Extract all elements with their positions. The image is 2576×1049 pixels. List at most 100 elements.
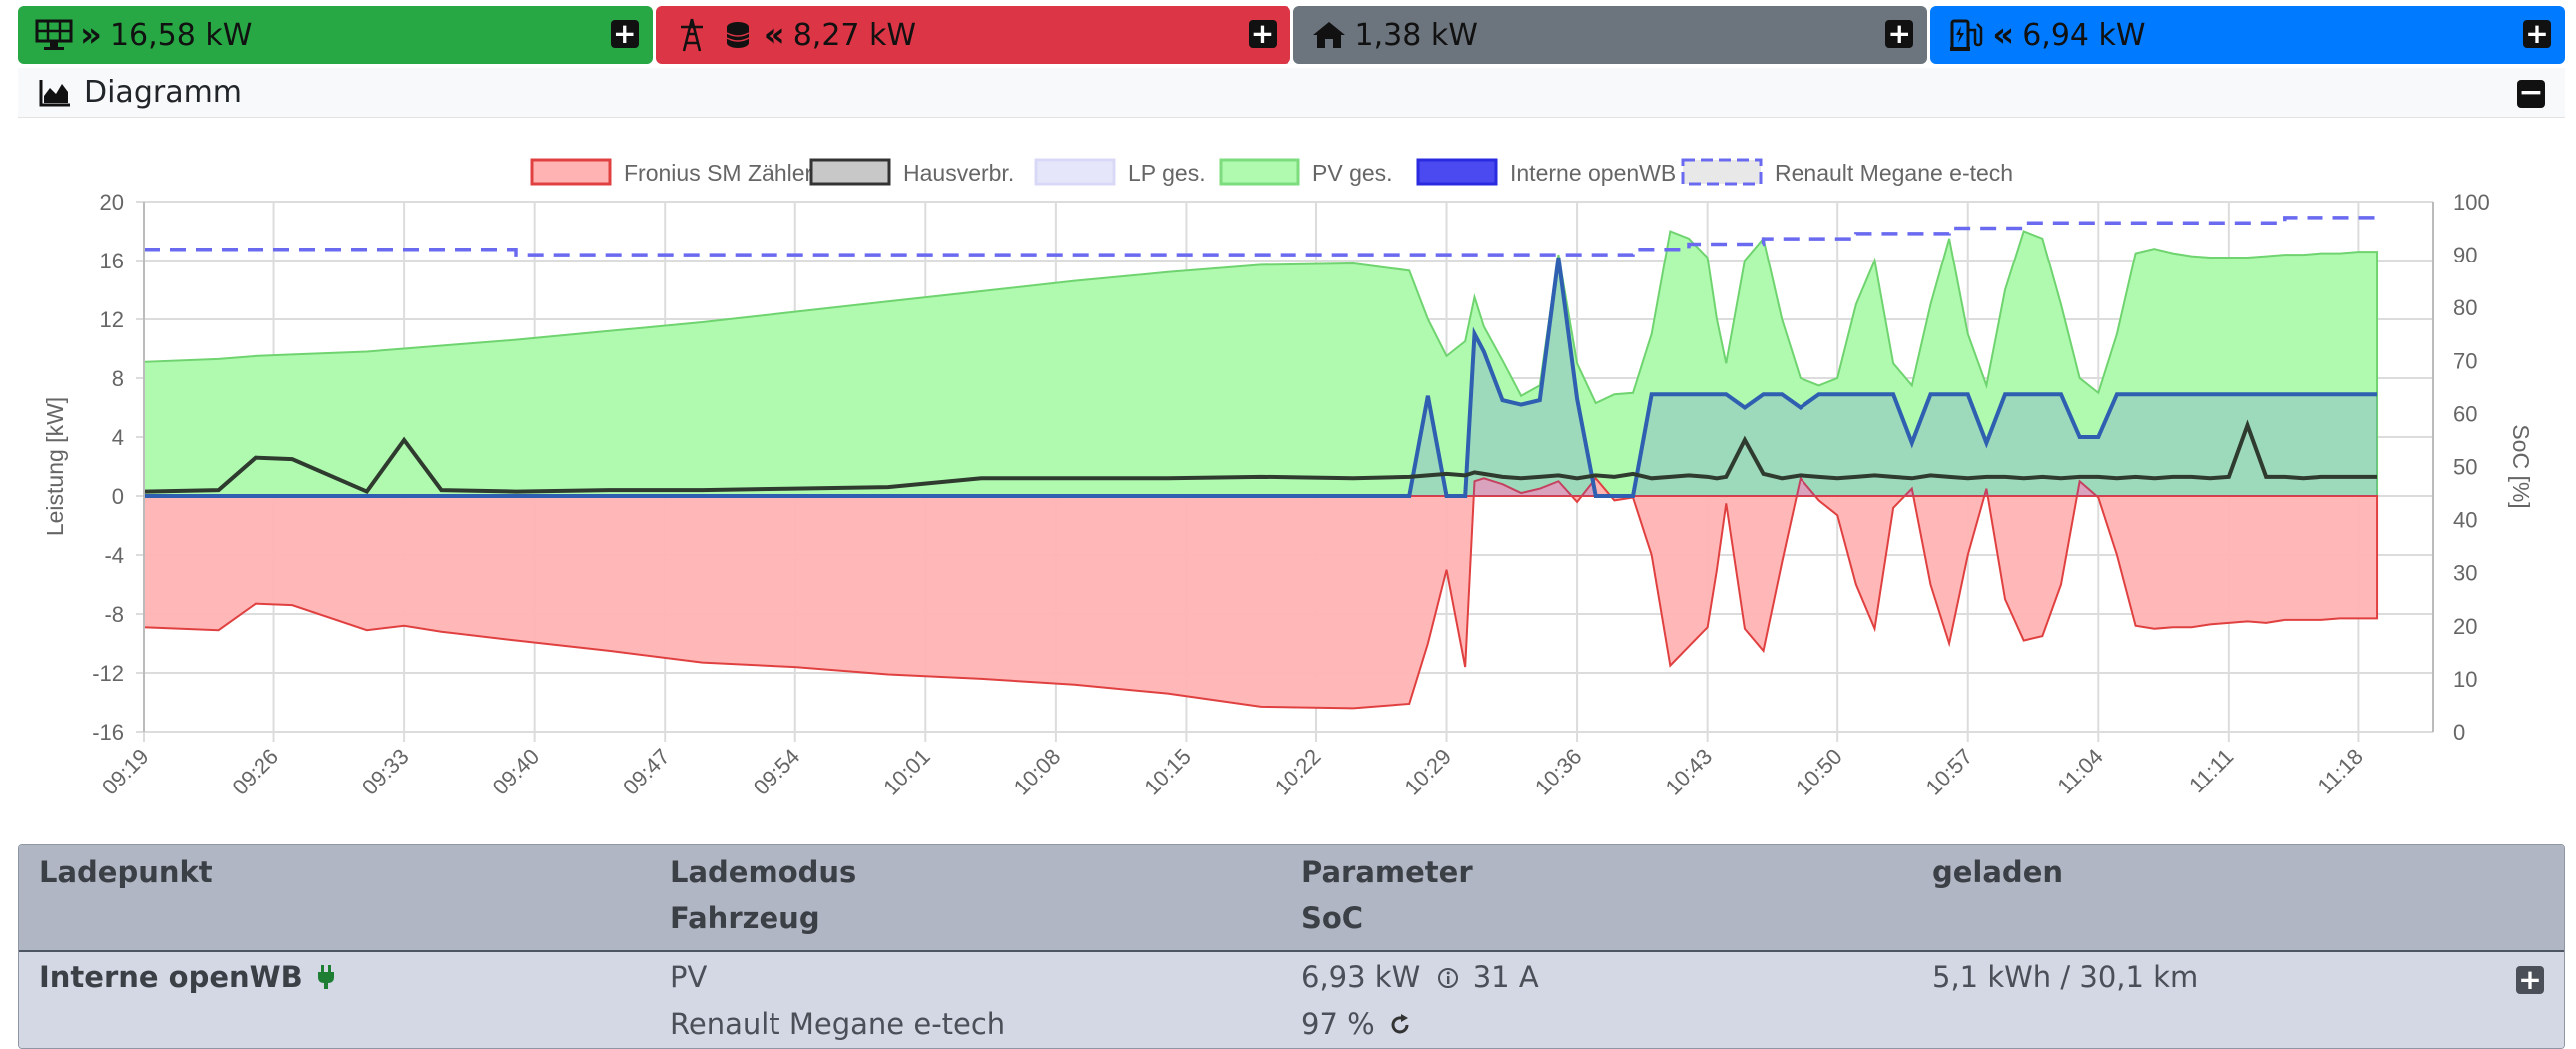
x-tick-label: 11:04 — [2052, 744, 2107, 798]
y2-tick-label: 0 — [2453, 720, 2465, 745]
y-tick-label: -4 — [104, 543, 124, 568]
direction-arrow-icon: « — [1992, 15, 2015, 55]
y-tick-label: 4 — [112, 425, 124, 450]
y2-axis-title: SoC [%] — [2508, 424, 2534, 508]
x-tick-label: 09:19 — [97, 744, 154, 800]
table-header: Ladepunkt Lademodus Fahrzeug Parameter S… — [19, 845, 2564, 952]
expand-grid-button[interactable]: + — [1248, 20, 1277, 48]
x-tick-label: 09:40 — [488, 744, 545, 800]
y-axis-title: Leistung [kW] — [42, 397, 68, 536]
y2-tick-label: 90 — [2453, 243, 2477, 267]
x-tick-label: 10:43 — [1661, 744, 1718, 800]
header-parameter: Parameter — [1301, 855, 1473, 889]
y2-tick-label: 10 — [2453, 667, 2477, 692]
charge-point-name[interactable]: Interne openWB — [39, 960, 335, 994]
house-power-value: 1,38 kW — [1354, 17, 1478, 53]
charging-station-icon — [1946, 15, 1986, 55]
charge-mode-value[interactable]: PV — [670, 960, 708, 994]
solar-panel-icon — [34, 15, 74, 55]
expand-row-button[interactable]: + — [2516, 966, 2544, 994]
charge-parameter: 6,93 kW 31 A — [1301, 960, 1539, 994]
expand-house-button[interactable]: + — [1885, 20, 1914, 48]
charge-point-table: Ladepunkt Lademodus Fahrzeug Parameter S… — [18, 844, 2565, 1049]
y-tick-label: 16 — [100, 249, 124, 273]
y-tick-label: 12 — [100, 307, 124, 332]
legend-item: LP ges. — [1034, 158, 1206, 186]
charge-power-value: 6,93 kW — [1301, 960, 1421, 994]
legend-swatch — [1416, 158, 1498, 186]
charging-power-value: 6,94 kW — [2022, 17, 2146, 53]
header-ladepunkt: Ladepunkt — [39, 855, 213, 889]
soc-value: 97 % — [1301, 1007, 1375, 1041]
coins-icon — [718, 15, 758, 55]
x-tick-label: 10:15 — [1139, 744, 1196, 800]
legend-item: Interne openWB — [1416, 158, 1676, 186]
collapse-diagram-button[interactable]: − — [2517, 75, 2545, 110]
legend-item: Renault Megane e-tech — [1681, 158, 2013, 186]
refresh-icon[interactable] — [1388, 1013, 1412, 1037]
legend-item: PV ges. — [1219, 158, 1393, 186]
legend-swatch — [1034, 158, 1116, 186]
legend-label: LP ges. — [1128, 160, 1206, 186]
direction-arrow-icon: « — [763, 15, 785, 55]
legend-swatch — [530, 158, 612, 186]
series-pv-area — [143, 230, 2379, 497]
grid-power-tile: « 8,27 kW + — [655, 6, 1290, 64]
header-lademodus: Lademodus — [670, 855, 857, 889]
y-tick-label: -8 — [104, 602, 124, 627]
diagram-title: Diagramm — [84, 75, 243, 110]
x-tick-label: 10:57 — [1921, 744, 1978, 800]
y-tick-label: -12 — [92, 661, 124, 686]
pv-power-value: 16,58 kW — [109, 17, 253, 53]
legend-swatch — [1219, 158, 1300, 186]
table-row[interactable]: Interne openWB PV Renault Megane e-tech … — [19, 952, 2564, 1048]
legend-label: PV ges. — [1312, 160, 1393, 186]
y2-tick-label: 80 — [2453, 295, 2477, 320]
y2-tick-label: 30 — [2453, 561, 2477, 586]
y-tick-label: 20 — [100, 190, 124, 215]
x-tick-label: 10:08 — [1009, 744, 1066, 800]
area-chart-icon — [38, 78, 74, 108]
grid-tower-icon — [672, 15, 712, 55]
x-tick-label: 10:50 — [1791, 744, 1847, 800]
legend-label: Interne openWB — [1510, 160, 1676, 186]
header-geladen: geladen — [1932, 855, 2064, 889]
home-icon — [1309, 15, 1349, 55]
chart-legend: Fronius SM Zähler Hausverbr. LP ges. PV ges… — [530, 158, 2013, 186]
series-hausverbr-line — [143, 419, 2378, 495]
legend-swatch — [809, 158, 891, 186]
expand-charging-button[interactable]: + — [2523, 20, 2551, 48]
legend-label: Renault Megane e-tech — [1775, 160, 2013, 186]
x-tick-label: 10:22 — [1270, 744, 1326, 800]
y-tick-label: -16 — [92, 720, 124, 745]
x-tick-label: 11:18 — [2313, 744, 2367, 798]
charged-energy-value: 5,1 kWh / 30,1 km — [1932, 960, 2199, 994]
y2-tick-label: 70 — [2453, 348, 2477, 373]
y2-tick-label: 50 — [2453, 455, 2477, 480]
grid-power-value: 8,27 kW — [792, 17, 917, 53]
plug-icon — [317, 965, 334, 989]
x-tick-label: 09:26 — [227, 744, 283, 800]
header-soc: SoC — [1301, 901, 1364, 935]
vehicle-value[interactable]: Renault Megane e-tech — [670, 1007, 1006, 1041]
header-fahrzeug: Fahrzeug — [670, 901, 820, 935]
series-soc-line — [144, 216, 2378, 257]
expand-pv-button[interactable]: + — [610, 20, 639, 48]
power-summary-bar: » 16,58 kW + « 8,27 kW + 1,38 kW + « 6,9… — [18, 6, 2565, 64]
y2-tick-label: 100 — [2453, 190, 2490, 215]
series-openwb-area — [144, 258, 2378, 496]
legend-label: Hausverbr. — [903, 160, 1014, 186]
pv-power-tile: » 16,58 kW + — [18, 6, 653, 64]
x-tick-label: 09:54 — [749, 744, 805, 800]
legend-item: Hausverbr. — [809, 158, 1014, 186]
soc-cell: 97 % — [1301, 1007, 1412, 1041]
series-fronius-area — [143, 476, 2379, 710]
direction-arrow-icon: » — [80, 15, 102, 55]
house-power-tile: 1,38 kW + — [1292, 6, 1928, 64]
info-icon — [1438, 968, 1459, 988]
series-openwb-line — [144, 257, 2378, 498]
legend-item: Fronius SM Zähler — [530, 158, 813, 186]
power-chart: Fronius SM Zähler Hausverbr. LP ges. PV ges… — [42, 158, 2534, 800]
y2-tick-label: 40 — [2453, 508, 2477, 533]
y-tick-label: 0 — [112, 484, 124, 509]
